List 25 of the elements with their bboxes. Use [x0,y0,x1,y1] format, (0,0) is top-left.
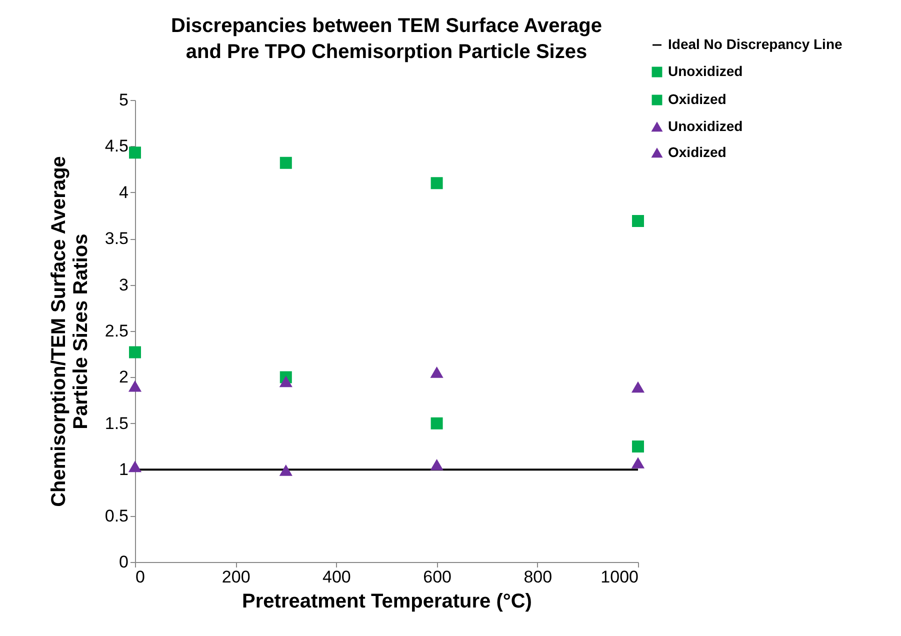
y-tick-label: 5 [119,90,128,110]
y-tick-label: 1.5 [104,414,128,433]
legend-label: Unoxidized [668,118,743,134]
legend-label: Oxidized [668,91,726,107]
y-tick-label: 0 [119,552,128,572]
y-axis-title: Chemisorption/TEM Surface Average Particle Sizes Ratios [48,156,92,507]
y-tick-label: 4 [119,182,128,202]
legend-label: Unoxidized [668,63,743,79]
y-tick-label: 2.5 [104,322,128,340]
y-tick-label: 0.5 [104,506,128,526]
y-tick-label: 4.5 [104,136,128,156]
y-tick-label: 3.5 [104,229,128,248]
x-tick-label: 200 [222,568,250,586]
y-tick-label: 3 [119,275,128,294]
x-tick-label: 600 [423,568,452,586]
x-axis-title: Pretreatment Temperature (°C) [242,590,532,612]
chart-title: Discrepancies between TEM Surface Average and Pre TPO Chemisorption Particle Sizes [171,15,602,63]
x-tick-label: 0 [136,568,145,586]
x-tick-label: 800 [524,568,552,586]
y-tick-label: 2 [119,368,128,387]
x-tick-label: 1000 [600,568,638,586]
legend-label: Oxidized [668,144,726,160]
y-tick-label: 1 [119,460,128,480]
legend-label: Ideal No Discrepancy Line [668,36,842,52]
x-tick-label: 400 [322,568,351,586]
